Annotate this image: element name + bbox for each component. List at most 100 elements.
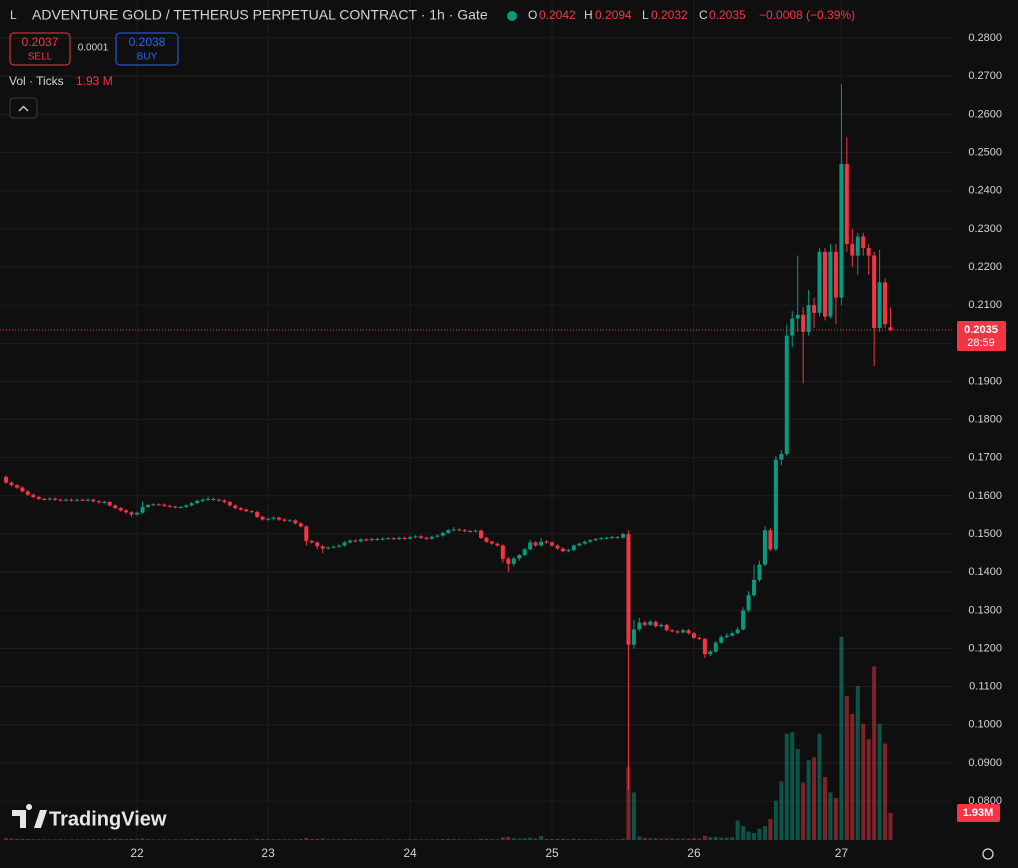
c-label: C (699, 8, 708, 22)
candle-body (823, 251, 827, 317)
volume-bar (823, 777, 827, 840)
candle-body (408, 537, 413, 539)
candle-body (697, 637, 702, 639)
candle-body (238, 508, 243, 510)
volume-bar (96, 839, 101, 840)
volume-bar (222, 839, 227, 840)
candle-body (418, 536, 423, 538)
candle-body (484, 537, 489, 542)
volume-bar (358, 839, 363, 840)
y-tick-label: 0.1400 (968, 566, 1002, 578)
volume-bar (347, 839, 352, 840)
candle-body (244, 509, 249, 512)
candle-body (145, 505, 150, 507)
volume-bar (391, 839, 396, 840)
candle-body (293, 520, 298, 524)
volume-bar (626, 767, 631, 840)
volume-bar (828, 792, 833, 840)
candle-body (397, 537, 402, 540)
volume-bar (839, 637, 844, 840)
candle-body (577, 543, 582, 546)
volume-bar (588, 839, 593, 840)
candle-body (828, 251, 833, 317)
volume-bar (31, 839, 36, 840)
y-tick-label: 0.2100 (968, 299, 1002, 311)
volume-bar (25, 839, 30, 840)
volume-bar (522, 838, 527, 840)
o-label: O (528, 8, 537, 22)
candle-body (724, 635, 729, 638)
candle-body (287, 520, 292, 522)
candle-body (129, 512, 134, 515)
price-label-box (957, 320, 1006, 351)
y-tick-label: 0.2200 (968, 261, 1002, 273)
settings-icon[interactable] (982, 848, 994, 860)
volume-bar (768, 819, 773, 840)
volume-bar (4, 838, 8, 840)
candle-body (435, 535, 440, 537)
y-tick-label: 0.2300 (968, 223, 1002, 235)
volume-bar (282, 839, 287, 840)
volume-bar (9, 838, 14, 840)
volume-bar (102, 839, 107, 840)
candle-body (462, 530, 467, 532)
volume-bar (298, 839, 303, 840)
candle-body (162, 504, 167, 506)
candle-body (282, 519, 287, 521)
x-tick-label: 27 (835, 846, 849, 860)
sell-button[interactable] (9, 32, 71, 66)
volume-bar (342, 839, 347, 840)
volume-bar (315, 838, 320, 840)
y-tick-label: 0.1900 (968, 375, 1002, 387)
candle-body (298, 523, 303, 527)
collapse-button[interactable] (9, 97, 38, 119)
candle-body (533, 542, 538, 546)
volume-bar (118, 839, 123, 840)
candle-body (331, 546, 336, 548)
candle-body (517, 555, 522, 559)
candle-body (429, 536, 434, 539)
candle-body (36, 497, 41, 499)
candle-body (500, 545, 505, 559)
volume-bar (752, 833, 757, 840)
volume-bar (244, 839, 249, 840)
volume-title: Vol · Ticks (9, 74, 64, 88)
volume-bar (795, 749, 800, 840)
change: −0.0008 (−0.39%) (759, 8, 855, 22)
volume-bar (664, 838, 669, 840)
candle-body (206, 498, 211, 500)
volume-bar (337, 839, 342, 840)
volume-bar (779, 781, 784, 840)
y-tick-label: 0.2500 (968, 146, 1002, 158)
candle-body (653, 621, 658, 627)
volume-bar (659, 838, 664, 840)
candle-body (560, 548, 565, 552)
volume-bar (484, 838, 489, 840)
candle-body (167, 505, 172, 507)
volume-bar (610, 839, 615, 840)
grid (0, 0, 952, 840)
volume-bar (386, 839, 391, 840)
candle-body (489, 541, 494, 544)
volume-bar (861, 723, 866, 840)
candle-body (888, 327, 893, 330)
candle-body (9, 482, 14, 486)
buy-button[interactable] (115, 32, 179, 66)
candle-body (872, 255, 877, 329)
candle-body (844, 164, 849, 245)
candle-body (31, 494, 36, 498)
volume-bar (615, 839, 620, 840)
volume-bar (58, 839, 63, 840)
candle-body (342, 542, 347, 546)
volume-bar (850, 714, 855, 840)
volume-bar (402, 839, 407, 840)
volume-bar (681, 838, 686, 840)
volume-bar (533, 838, 538, 840)
candle-body (593, 539, 598, 541)
candle-body (752, 579, 757, 596)
sell-label: SELL (28, 52, 53, 63)
volume-bar (702, 835, 707, 840)
candle-body (102, 502, 107, 504)
candle-body (74, 499, 79, 501)
candle-body (118, 508, 123, 511)
